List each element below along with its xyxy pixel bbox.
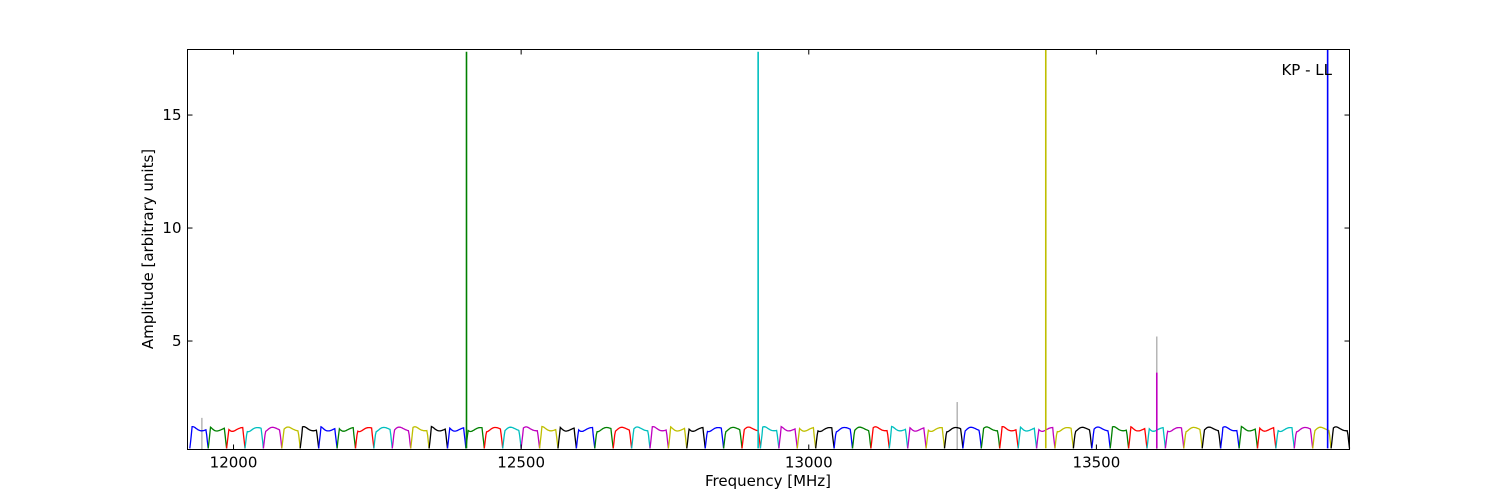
channel-line-1 — [207, 425, 228, 449]
channel-line-32 — [778, 425, 798, 449]
plot-frame — [187, 49, 1350, 450]
channel-line-31 — [759, 426, 780, 449]
channel-line-62 — [1330, 426, 1351, 449]
channel-line-2 — [225, 426, 246, 449]
channel-line-19 — [538, 425, 559, 449]
channel-line-43 — [980, 426, 1001, 449]
channel-line-60 — [1293, 426, 1314, 449]
channel-line-49 — [1091, 426, 1111, 449]
channel-line-33 — [796, 426, 817, 449]
channel-line-39 — [907, 426, 927, 449]
channel-line-11 — [391, 426, 412, 449]
channel-line-56 — [1219, 426, 1240, 449]
channel-line-25 — [649, 425, 670, 449]
channel-line-5 — [281, 426, 301, 449]
channel-line-21 — [575, 426, 596, 449]
x-tick-label-1: 12500 — [497, 454, 545, 472]
channel-series — [189, 425, 1351, 449]
y-axis-ticks: 5 10 15 — [162, 106, 1350, 350]
channel-line-27 — [686, 426, 706, 449]
y-tick-label-0: 5 — [172, 332, 182, 350]
channel-line-41 — [943, 426, 964, 449]
x-tick-label-0: 12000 — [210, 454, 258, 472]
channel-line-4 — [262, 426, 283, 449]
channel-line-36 — [851, 426, 872, 449]
channel-line-42 — [962, 426, 982, 449]
annotation-label: KP - LL — [1281, 61, 1332, 79]
plot-background — [187, 49, 1350, 450]
channel-line-14 — [446, 426, 467, 449]
channel-line-47 — [1054, 426, 1075, 449]
channel-line-29 — [722, 426, 743, 449]
channel-line-13 — [428, 425, 449, 449]
channel-line-24 — [630, 426, 651, 449]
channel-line-10 — [373, 426, 393, 449]
channel-line-48 — [1072, 426, 1093, 449]
channel-line-40 — [925, 426, 946, 449]
channel-line-53 — [1164, 426, 1185, 449]
channel-line-26 — [667, 425, 688, 449]
channel-line-55 — [1201, 426, 1222, 449]
channel-line-18 — [520, 426, 541, 449]
channel-line-22 — [594, 426, 614, 449]
channel-line-45 — [1017, 425, 1038, 449]
channel-line-16 — [483, 426, 504, 449]
channel-line-58 — [1256, 426, 1277, 449]
channel-line-51 — [1127, 425, 1148, 449]
channel-line-38 — [888, 425, 909, 449]
channel-line-34 — [815, 426, 835, 449]
channel-line-54 — [1183, 426, 1203, 449]
x-axis-ticks: 12000 12500 13000 13500 — [210, 49, 1121, 472]
channel-line-9 — [354, 426, 375, 449]
channel-line-20 — [557, 425, 578, 449]
channel-line-44 — [999, 425, 1019, 449]
channel-line-23 — [612, 426, 633, 449]
channel-line-3 — [244, 426, 265, 449]
rfi-spikes — [465, 49, 1329, 449]
y-axis-label: Amplitude [arbitrary units] — [139, 149, 157, 349]
channel-line-59 — [1275, 426, 1295, 449]
channel-line-8 — [336, 426, 357, 449]
channel-line-28 — [704, 426, 725, 449]
channel-line-0 — [189, 425, 209, 449]
channel-line-35 — [833, 426, 854, 449]
channel-line-50 — [1109, 426, 1130, 449]
x-axis-label: Frequency [MHz] — [705, 472, 831, 490]
channel-line-7 — [318, 425, 338, 449]
x-tick-label-2: 13000 — [785, 454, 833, 472]
channel-line-15 — [465, 426, 485, 449]
channel-line-37 — [870, 426, 890, 449]
y-tick-label-1: 10 — [162, 219, 181, 237]
channel-line-6 — [299, 426, 320, 449]
channel-line-12 — [410, 426, 430, 449]
x-tick-label-3: 13500 — [1073, 454, 1121, 472]
y-tick-label-2: 15 — [162, 106, 181, 124]
channel-line-57 — [1238, 425, 1259, 449]
channel-line-17 — [502, 426, 522, 449]
